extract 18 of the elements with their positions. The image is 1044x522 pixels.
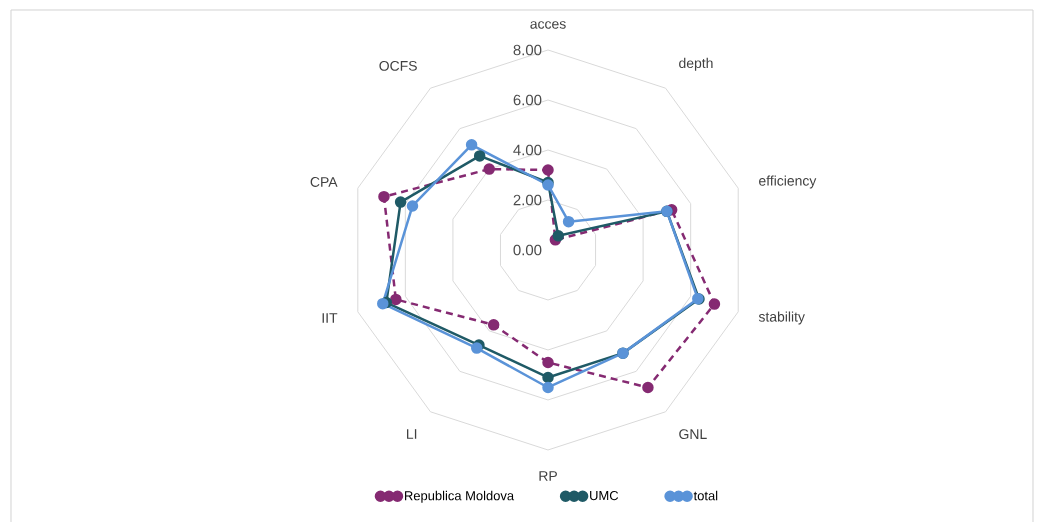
spoke-label: RP <box>539 470 557 481</box>
y-tick-label: 6.00 <box>513 94 542 106</box>
spoke-label: LI <box>407 428 417 439</box>
spoke-label: stability <box>758 311 805 325</box>
spoke-label: GNL <box>679 428 707 439</box>
y-tick-label: 0.00 <box>513 244 542 256</box>
spoke-label: depth <box>679 57 713 71</box>
y-tick-label: 8.00 <box>513 44 542 56</box>
spoke-label: efficiency <box>759 175 817 189</box>
legend-label: total <box>693 490 718 501</box>
legend-label: Republica Moldova <box>405 490 515 503</box>
spoke-label: OCFS <box>379 60 417 71</box>
y-tick-label: 4.00 <box>513 144 542 156</box>
spoke-label: acces <box>530 20 566 29</box>
spoke-label: IIT <box>322 312 338 323</box>
legend-label: UMC <box>590 490 619 500</box>
y-tick-label: 2.00 <box>513 194 542 206</box>
spoke-label: CPA <box>310 176 338 187</box>
